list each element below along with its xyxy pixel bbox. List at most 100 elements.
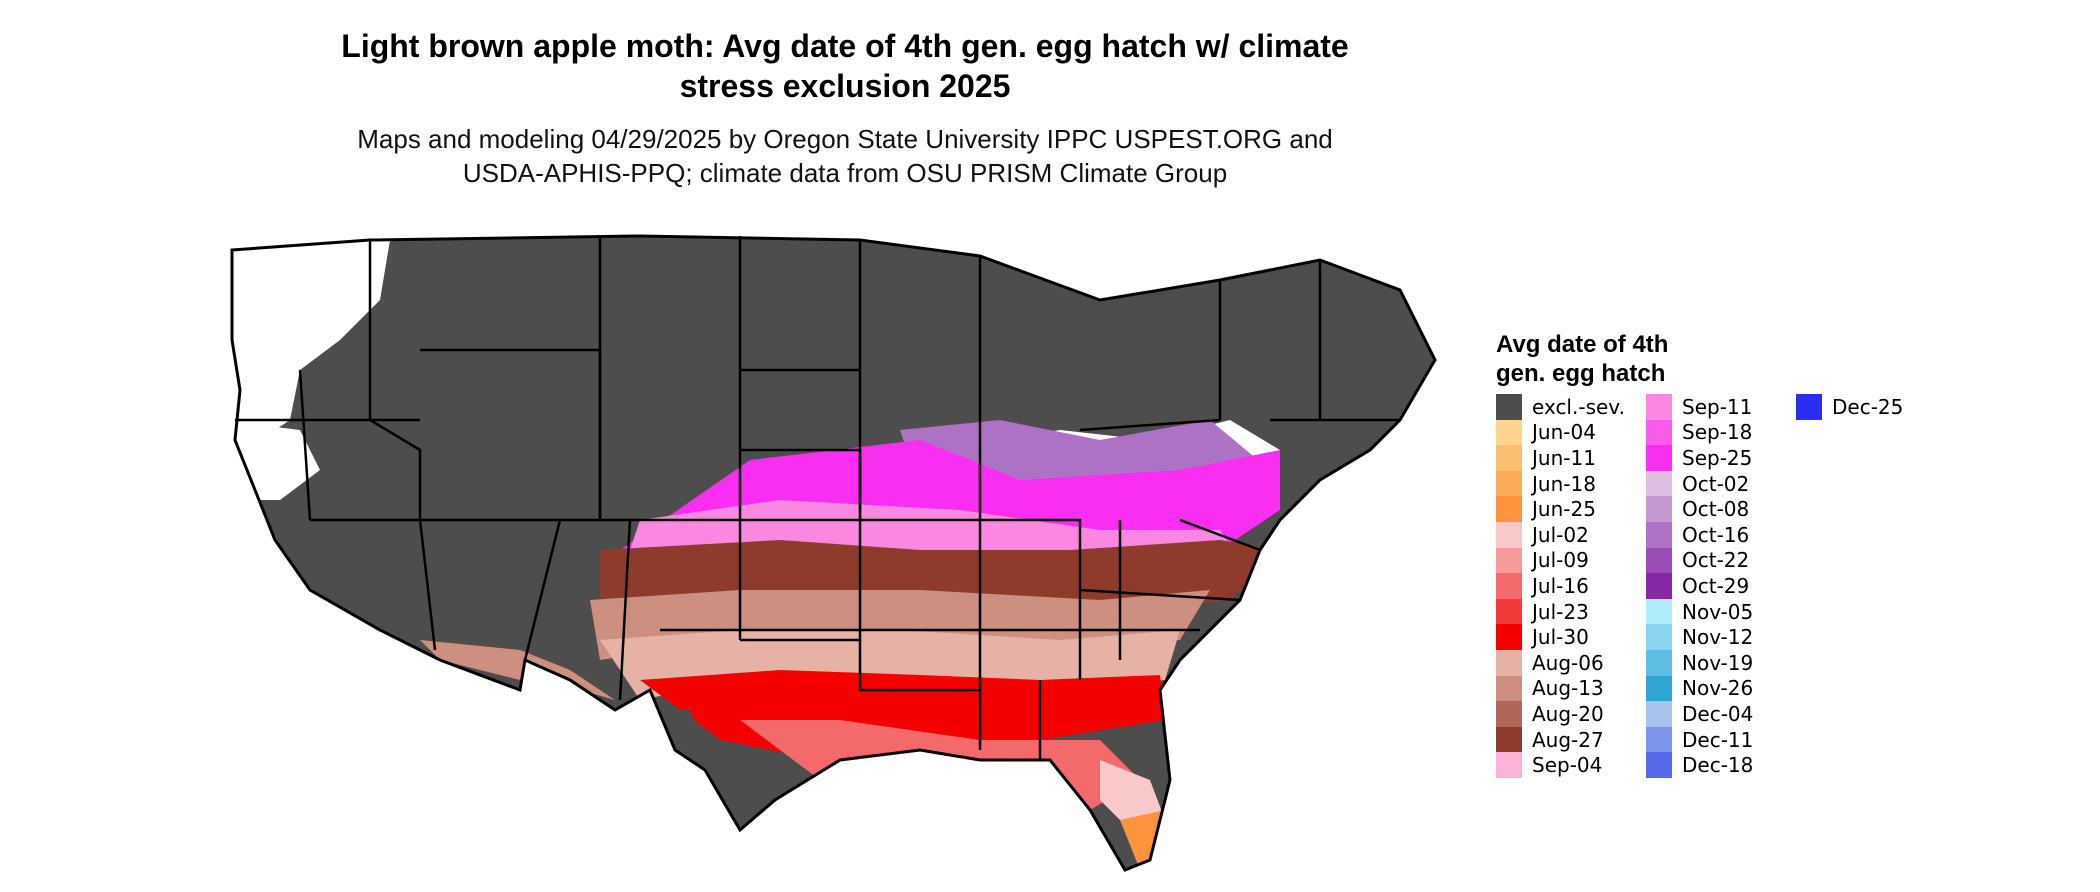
- legend-item: Oct-08: [1646, 496, 1749, 522]
- legend-swatch: [1496, 445, 1522, 471]
- legend-label: Aug-27: [1532, 727, 1604, 752]
- legend-swatch: [1496, 675, 1522, 702]
- legend-label: Oct-16: [1682, 522, 1750, 547]
- legend-swatch: [1496, 419, 1522, 446]
- legend-swatch: [1646, 726, 1672, 753]
- legend-item: Sep-18: [1646, 419, 1753, 446]
- legend-swatch: [1646, 445, 1672, 471]
- us-outline: [230, 234, 1437, 872]
- legend-swatch: [1496, 598, 1522, 625]
- legend-swatch: [1646, 522, 1672, 548]
- legend-swatch: [1496, 496, 1522, 522]
- band-jul-early: [1100, 760, 1165, 830]
- legend-label: Sep-18: [1682, 420, 1753, 445]
- state-borders: [235, 236, 1400, 760]
- legend-item: Oct-22: [1646, 547, 1750, 574]
- legend-swatch: [1646, 394, 1672, 420]
- legend-label: Oct-29: [1682, 573, 1750, 598]
- legend-label: Jun-04: [1532, 420, 1596, 445]
- legend-label: Sep-25: [1682, 445, 1753, 470]
- legend-item: Jun-18: [1496, 470, 1596, 497]
- legend-item: Aug-06: [1496, 650, 1604, 676]
- legend-label: Nov-05: [1682, 599, 1754, 624]
- legend-swatch: [1496, 701, 1522, 727]
- legend-swatch: [1646, 598, 1672, 625]
- legend-swatch: [1646, 419, 1672, 446]
- legend-swatch: [1646, 701, 1672, 727]
- legend-swatch: [1496, 470, 1522, 497]
- legend-item: Jun-04: [1496, 419, 1596, 446]
- legend-swatch: [1496, 624, 1522, 650]
- no-data-northwest: [232, 240, 390, 440]
- legend-label: Dec-25: [1832, 394, 1904, 419]
- legend-swatch: [1796, 394, 1822, 420]
- legend-label: Nov-19: [1682, 650, 1754, 675]
- legend-item: Nov-12: [1646, 624, 1753, 650]
- legend-item: Dec-25: [1796, 394, 1903, 420]
- legend-item: Jul-09: [1496, 547, 1589, 574]
- legend-item: Sep-04: [1496, 752, 1602, 778]
- legend-swatch: [1646, 496, 1672, 522]
- legend-label: Nov-12: [1682, 625, 1754, 650]
- legend-item: Sep-25: [1646, 445, 1752, 471]
- legend-swatch: [1646, 624, 1672, 650]
- legend-label: Dec-11: [1682, 727, 1754, 752]
- us-egg-hatch-map: [230, 234, 1437, 872]
- legend-item: Jul-02: [1496, 522, 1589, 548]
- band-sep: [620, 440, 1280, 550]
- legend-swatch: [1496, 726, 1522, 753]
- legend-item: Dec-18: [1646, 752, 1753, 778]
- legend-item: Dec-04: [1646, 701, 1753, 727]
- legend-swatch: [1646, 650, 1672, 676]
- legend-swatch: [1646, 470, 1672, 497]
- legend-label: Aug-20: [1532, 701, 1604, 726]
- legend-item: excl.-sev.: [1496, 394, 1625, 420]
- legend-swatch: [1646, 547, 1672, 574]
- legend-item: Oct-02: [1646, 470, 1750, 497]
- legend-label: Aug-13: [1532, 676, 1604, 701]
- legend-item: Jul-16: [1496, 573, 1589, 599]
- legend-label: Nov-26: [1682, 676, 1754, 701]
- legend-swatch: [1496, 547, 1522, 574]
- legend-swatch: [1496, 650, 1522, 676]
- legend-label: Jun-18: [1532, 471, 1596, 496]
- legend-label: Oct-08: [1682, 497, 1750, 522]
- legend-swatch: [1496, 394, 1522, 420]
- legend: Avg date of 4th gen. egg hatch excl.-sev…: [1496, 330, 2086, 800]
- legend-label: Jul-09: [1532, 548, 1589, 573]
- legend-title: Avg date of 4th gen. egg hatch: [1496, 331, 1669, 387]
- legend-swatch: [1646, 675, 1672, 702]
- legend-items: excl.-sev. Jun-04 Jun-11 Jun-18 Jun-25 Jul-02…: [1496, 394, 2086, 814]
- legend-label: Oct-22: [1682, 548, 1750, 573]
- legend-label: Sep-11: [1682, 394, 1753, 419]
- legend-label: Jul-30: [1532, 625, 1589, 650]
- legend-item: Jun-25: [1496, 496, 1596, 522]
- legend-swatch: [1496, 752, 1522, 778]
- legend-item: Jul-23: [1496, 598, 1589, 625]
- legend-label: Jul-16: [1532, 573, 1589, 598]
- legend-swatch: [1646, 752, 1672, 778]
- legend-item: Nov-05: [1646, 598, 1754, 625]
- legend-swatch: [1646, 573, 1672, 599]
- legend-item: Aug-20: [1496, 701, 1604, 727]
- legend-item: Nov-26: [1646, 675, 1754, 702]
- legend-item: Sep-11: [1646, 394, 1752, 420]
- legend-label: Oct-02: [1682, 471, 1750, 496]
- legend-label: Dec-18: [1682, 753, 1754, 778]
- map-subtitle: Maps and modeling 04/29/2025 by Oregon S…: [357, 124, 1333, 188]
- legend-label: Dec-04: [1682, 701, 1754, 726]
- legend-item: Aug-13: [1496, 675, 1604, 702]
- legend-item: Oct-29: [1646, 573, 1749, 599]
- legend-item: Dec-11: [1646, 726, 1754, 753]
- legend-label: Aug-06: [1532, 650, 1604, 675]
- legend-item: Aug-27: [1496, 726, 1604, 753]
- legend-item: Jun-11: [1496, 445, 1596, 471]
- legend-label: Jul-23: [1532, 599, 1589, 624]
- legend-label: Jul-02: [1532, 522, 1589, 547]
- map-title: Light brown apple moth: Avg date of 4th …: [341, 28, 1349, 104]
- legend-label: Jun-11: [1532, 445, 1596, 470]
- legend-item: Nov-19: [1646, 650, 1753, 676]
- legend-label: Jun-25: [1532, 497, 1596, 522]
- legend-swatch: [1496, 573, 1522, 599]
- legend-item: Jul-30: [1496, 624, 1589, 650]
